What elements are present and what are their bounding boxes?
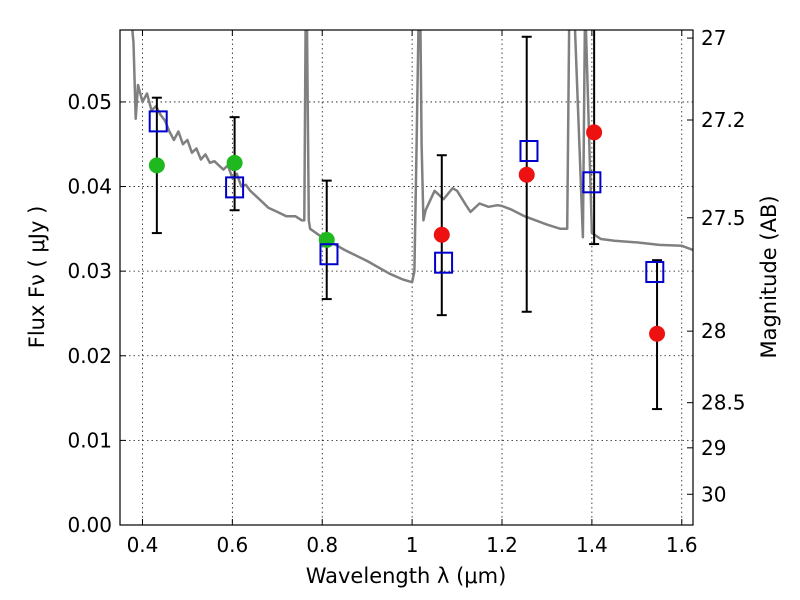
marker-layer xyxy=(148,30,666,411)
plot-background xyxy=(120,30,693,525)
model-photometry-box xyxy=(319,243,339,266)
y-tick-label: 0.03 xyxy=(67,259,112,283)
y2-tick-label: 28 xyxy=(701,319,726,343)
model-photometry-box xyxy=(645,261,665,283)
y2-tick-label: 29 xyxy=(701,436,726,460)
x-tick-label: 1 xyxy=(406,533,419,557)
x-axis-title: Wavelength λ (μm) xyxy=(306,564,507,588)
observed-point-green xyxy=(148,157,165,174)
x-tick-label: 0.8 xyxy=(306,533,338,557)
y2-tick-label: 27.2 xyxy=(701,108,746,132)
y-tick-label: 0.04 xyxy=(67,175,112,199)
x-tick-label: 1.6 xyxy=(666,533,698,557)
x-tick-label: 1.4 xyxy=(576,533,608,557)
plot-frame xyxy=(119,29,694,526)
model-photometry-box xyxy=(434,251,454,274)
model-photometry-box xyxy=(148,110,168,133)
y-tick-label: 0.02 xyxy=(67,344,112,368)
x-tick-label: 0.4 xyxy=(127,533,159,557)
y2-tick-label: 27 xyxy=(701,26,726,50)
y2-tick-label: 28.5 xyxy=(701,391,746,415)
model-photometry-box xyxy=(519,140,539,162)
y-tick-label: 0.00 xyxy=(67,513,112,537)
model-photometry-box xyxy=(582,171,602,194)
y-axis-title: Flux Fν ( μJy ) xyxy=(25,206,49,349)
y2-axis-title: Magnitude (AB) xyxy=(757,195,781,358)
observed-point-green xyxy=(226,154,243,171)
y-tick-label: 0.01 xyxy=(67,428,112,452)
y-tick-label: 0.05 xyxy=(67,90,112,114)
x-tick-label: 0.6 xyxy=(216,533,248,557)
y2-tick-label: 30 xyxy=(701,482,726,506)
observed-point-red xyxy=(433,226,450,243)
series-layer xyxy=(131,30,693,284)
model-photometry-box xyxy=(225,176,245,199)
observed-point-red xyxy=(586,124,603,141)
x-tick-label: 1.2 xyxy=(486,533,518,557)
ticks: 0.4 0.6 0.8 1 1.2 1.4 1.6 0.00 0.01 0.02 0.03 0.04 0… xyxy=(67,26,745,557)
y2-tick-label: 27.5 xyxy=(701,206,746,230)
model-spectrum-line xyxy=(131,30,693,284)
observed-point-red xyxy=(518,166,535,183)
observed-point-red xyxy=(649,325,666,342)
